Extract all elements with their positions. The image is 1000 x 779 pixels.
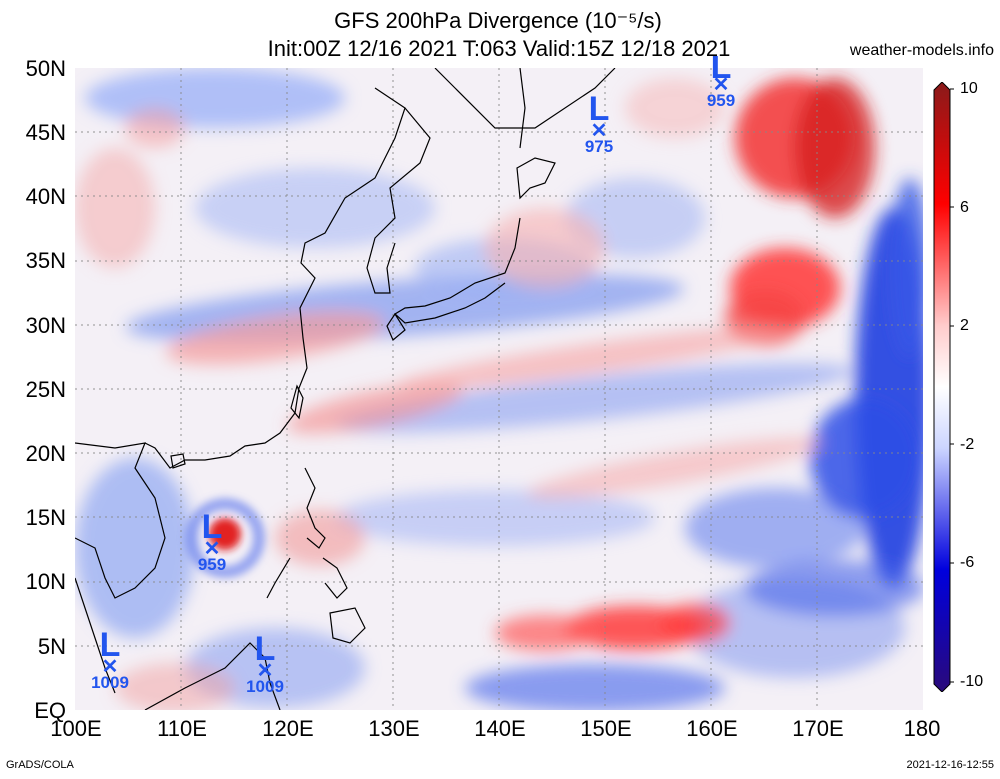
low-borneo-letter: L — [254, 630, 276, 668]
low-hokkaido-marker: ✕ — [590, 120, 608, 142]
lat-label-30n: 30N — [25, 313, 66, 338]
low-north-pacific-marker: ✕ — [712, 74, 730, 96]
map-subtitle: Init:00Z 12/16 2021 T:063 Valid:15Z 12/1… — [267, 36, 731, 61]
lon-label-170e: 170E — [792, 716, 844, 741]
coast-taiwan — [290, 384, 304, 420]
colorbar-label-m10: -10 — [960, 673, 984, 690]
low-malaya-letter: L — [99, 626, 121, 664]
coast-japan-honshu — [393, 217, 521, 324]
footer-software: GrADS/COLA — [6, 759, 74, 771]
low-malaya-marker: ✕ — [101, 656, 119, 678]
lon-label-140e: 140E — [474, 716, 526, 741]
low-typhoon-pressure: 959 — [197, 555, 227, 574]
lon-label-120e: 120E — [262, 716, 314, 741]
lat-label-45n: 45N — [25, 120, 66, 145]
low-borneo-marker: ✕ — [256, 660, 274, 682]
low-north-pacific-pressure: 959 — [706, 91, 736, 110]
lat-label-20n: 20N — [25, 441, 66, 466]
lat-label-50n: 50N — [25, 56, 66, 81]
low-typhoon-marker: ✕ — [203, 538, 221, 560]
map-gridlines — [75, 68, 923, 710]
colorbar-label-10: 10 — [960, 80, 978, 97]
low-typhoon-letter: L — [201, 508, 223, 546]
low-borneo: L ✕ 1009 — [235, 630, 295, 696]
coast-hainan — [170, 453, 186, 469]
lat-label-35n: 35N — [25, 248, 66, 273]
coast-russia-east — [434, 68, 616, 129]
divergence-map — [75, 68, 923, 710]
typhoon-core-field — [185, 498, 265, 578]
colorbar-ticks — [950, 88, 954, 683]
colorbar-label-6: 6 — [960, 199, 969, 216]
lon-label-100e: 100E — [50, 716, 102, 741]
colorbar-label-m6: -6 — [960, 554, 975, 571]
lat-label-25n: 25N — [25, 377, 66, 402]
coast-palawan — [266, 557, 291, 599]
lat-label-40n: 40N — [25, 184, 66, 209]
coast-visayas — [322, 557, 348, 599]
lat-label-15n: 15N — [25, 505, 66, 530]
colorbar — [933, 82, 954, 692]
footer-timestamp: 2021-12-16-12:55 — [906, 759, 994, 771]
low-hokkaido: L ✕ 975 — [569, 90, 629, 156]
colorbar-label-2: 2 — [960, 317, 969, 334]
lat-label-eq: EQ — [34, 698, 66, 723]
site-credit: weather-models.info — [849, 42, 994, 59]
coast-russia-korea — [366, 107, 431, 294]
low-north-pacific-letter: L — [710, 56, 732, 78]
low-north-pacific: L ✕ 959 — [691, 56, 751, 110]
coast-sakhalin — [519, 68, 526, 149]
coast-borneo — [144, 642, 281, 710]
coast-hokkaido — [516, 157, 556, 200]
lon-label-150e: 150E — [580, 716, 632, 741]
coastlines — [75, 68, 616, 710]
coast-indochina — [75, 442, 166, 599]
low-hokkaido-pressure: 975 — [584, 137, 614, 156]
low-typhoon: L ✕ 959 — [182, 508, 242, 574]
coast-luzon — [304, 467, 326, 549]
lat-label-10n: 10N — [25, 569, 66, 594]
lon-label-180: 180 — [903, 716, 941, 741]
lat-label-5n: 5N — [37, 634, 66, 659]
map-title: GFS 200hPa Divergence (10⁻⁵/s) — [334, 8, 662, 33]
low-malaya: L ✕ 1009 — [80, 626, 140, 692]
coast-kyushu — [386, 312, 406, 341]
coast-mindanao — [329, 607, 366, 644]
low-borneo-pressure: 1009 — [246, 677, 284, 696]
coast-china — [144, 87, 406, 469]
low-malaya-pressure: 1009 — [91, 673, 129, 692]
low-hokkaido-letter: L — [588, 90, 610, 128]
coast-malay — [75, 577, 116, 694]
lon-label-110e: 110E — [157, 716, 207, 741]
colorbar-scale — [933, 82, 951, 692]
lon-label-130e: 130E — [368, 716, 420, 741]
colorbar-label-m2: -2 — [960, 436, 975, 453]
lon-label-160e: 160E — [686, 716, 738, 741]
